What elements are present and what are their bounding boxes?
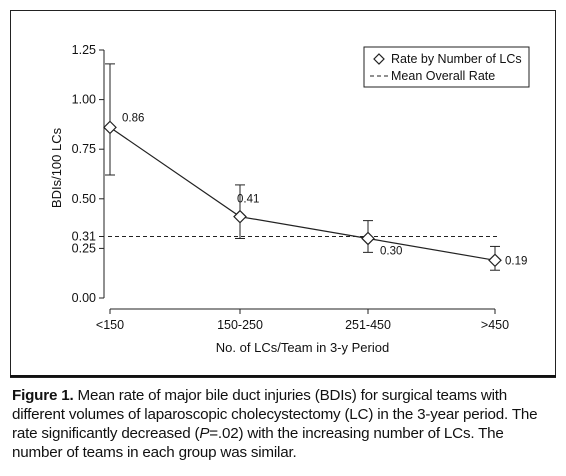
caption-text: Mean rate of major bile duct injuries (B… [12,387,538,442]
data-label: 0.30 [380,245,402,257]
y-tick-label: 0.50 [72,192,96,206]
data-point-marker [361,231,375,246]
caption-label: Figure 1. [12,387,74,404]
y-tick-label: 1.25 [72,43,96,57]
data-point-marker [103,120,117,135]
caption-p-symbol: P [199,425,210,442]
legend-label-reference: Mean Overall Rate [391,69,495,83]
y-tick-label: 0.00 [72,291,96,305]
caption-divider [10,375,556,377]
caption-text-end: =.02) with the increasing number of LCs.… [12,425,504,461]
data-point-marker [488,253,502,268]
data-label: 0.86 [122,112,144,124]
legend-marker-diamond [373,53,385,65]
x-axis-title: No. of LCs/Team in 3-y Period [216,340,389,355]
data-label: 0.19 [505,255,527,267]
data-point-marker [233,209,247,224]
y-tick-label: 0.31 [72,229,96,243]
legend-label-series: Rate by Number of LCs [391,52,522,66]
x-tick-label: 251-450 [345,318,391,332]
line-chart: 0.00 0.250.31 0.50 0.75 1.00 1.25 <150 150-250 2… [49,43,530,355]
y-tick-label: 0.25 [72,241,96,255]
x-tick-label: 150-250 [217,318,263,332]
chart-frame: 0.00 0.25 0.31 0.50 0.75 1.00 1.25 <150 150-250 2… [10,10,556,378]
data-label: 0.41 [237,194,259,206]
x-tick-label: <150 [96,318,124,332]
x-tick-label: >450 [481,318,509,332]
y-tick-label: 0.75 [72,142,96,156]
y-tick-label: 1.00 [72,93,96,107]
figure-caption: Figure 1. Mean rate of major bile duct i… [12,386,556,462]
legend-box [363,46,530,88]
series-line [109,126,496,261]
y-axis-title: BDIs/100 LCs [49,127,64,208]
